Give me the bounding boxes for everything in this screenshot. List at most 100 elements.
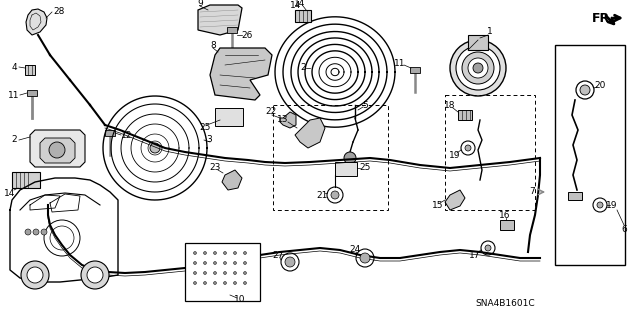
- Circle shape: [204, 262, 207, 264]
- Circle shape: [450, 40, 506, 96]
- Bar: [185, 243, 260, 301]
- Text: 25: 25: [199, 123, 211, 132]
- Circle shape: [234, 281, 237, 285]
- Text: 2: 2: [300, 63, 306, 72]
- Circle shape: [243, 271, 246, 275]
- Polygon shape: [445, 190, 465, 210]
- Text: 23: 23: [209, 164, 221, 173]
- Bar: [273, 105, 388, 210]
- Circle shape: [597, 202, 603, 208]
- Bar: [410, 67, 420, 73]
- Circle shape: [360, 253, 370, 263]
- Text: 6: 6: [621, 226, 627, 234]
- Text: 14: 14: [4, 189, 16, 197]
- Circle shape: [193, 281, 196, 285]
- Circle shape: [49, 142, 65, 158]
- Polygon shape: [222, 170, 242, 190]
- Circle shape: [87, 267, 103, 283]
- Circle shape: [285, 257, 295, 267]
- Circle shape: [193, 262, 196, 264]
- Polygon shape: [280, 112, 296, 128]
- Circle shape: [243, 262, 246, 264]
- Bar: [227, 27, 237, 33]
- Polygon shape: [210, 48, 272, 100]
- Text: 7: 7: [529, 188, 535, 197]
- Bar: [12, 172, 40, 188]
- Circle shape: [331, 191, 339, 199]
- Text: 15: 15: [432, 201, 444, 210]
- Circle shape: [214, 251, 216, 255]
- Bar: [445, 95, 535, 210]
- Circle shape: [485, 245, 491, 251]
- Circle shape: [473, 63, 483, 73]
- Bar: [105, 130, 115, 136]
- Text: 18: 18: [444, 100, 456, 109]
- Text: 26: 26: [241, 31, 253, 40]
- Text: 20: 20: [595, 80, 605, 90]
- Circle shape: [580, 85, 590, 95]
- Polygon shape: [25, 65, 35, 75]
- Text: 27: 27: [272, 250, 284, 259]
- Circle shape: [223, 262, 227, 264]
- Circle shape: [25, 229, 31, 235]
- Circle shape: [465, 145, 471, 151]
- Circle shape: [456, 46, 500, 90]
- Circle shape: [223, 251, 227, 255]
- Circle shape: [204, 271, 207, 275]
- Circle shape: [27, 267, 43, 283]
- Text: 1: 1: [487, 27, 493, 36]
- Text: FR.: FR.: [592, 11, 615, 25]
- Polygon shape: [40, 138, 75, 163]
- Bar: [468, 35, 488, 50]
- Circle shape: [468, 58, 488, 78]
- Circle shape: [81, 261, 109, 289]
- Circle shape: [204, 251, 207, 255]
- Circle shape: [243, 281, 246, 285]
- Circle shape: [214, 262, 216, 264]
- Text: 5: 5: [362, 100, 368, 109]
- Circle shape: [234, 271, 237, 275]
- Text: 28: 28: [53, 8, 65, 17]
- Bar: [458, 110, 472, 120]
- Text: 14: 14: [291, 2, 301, 11]
- Polygon shape: [295, 118, 325, 148]
- Circle shape: [21, 261, 49, 289]
- Bar: [27, 90, 37, 96]
- Circle shape: [41, 229, 47, 235]
- Circle shape: [344, 152, 356, 164]
- Bar: [500, 220, 514, 230]
- Text: 19: 19: [606, 201, 618, 210]
- Text: 10: 10: [234, 295, 246, 305]
- Circle shape: [462, 52, 494, 84]
- Text: 3: 3: [206, 136, 212, 145]
- Circle shape: [234, 262, 237, 264]
- Bar: [335, 162, 357, 176]
- Circle shape: [193, 251, 196, 255]
- Text: 24: 24: [349, 246, 360, 255]
- Circle shape: [204, 281, 207, 285]
- Bar: [295, 10, 311, 22]
- Text: 12: 12: [122, 130, 132, 139]
- Circle shape: [33, 229, 39, 235]
- Text: 14: 14: [294, 0, 306, 8]
- Text: 22: 22: [266, 108, 276, 116]
- Text: 9: 9: [197, 0, 203, 8]
- Circle shape: [214, 271, 216, 275]
- Bar: [568, 192, 582, 200]
- Text: 25: 25: [359, 164, 371, 173]
- Bar: [555, 45, 625, 265]
- Circle shape: [193, 271, 196, 275]
- Circle shape: [223, 281, 227, 285]
- Text: 8: 8: [210, 41, 216, 49]
- Polygon shape: [26, 9, 47, 35]
- Bar: [215, 108, 243, 126]
- Text: 16: 16: [499, 211, 511, 219]
- Text: 19: 19: [449, 151, 461, 160]
- Polygon shape: [30, 130, 85, 167]
- Circle shape: [223, 271, 227, 275]
- Polygon shape: [198, 5, 242, 35]
- Text: 13: 13: [277, 115, 289, 124]
- Circle shape: [214, 281, 216, 285]
- Text: 4: 4: [11, 63, 17, 71]
- Circle shape: [234, 251, 237, 255]
